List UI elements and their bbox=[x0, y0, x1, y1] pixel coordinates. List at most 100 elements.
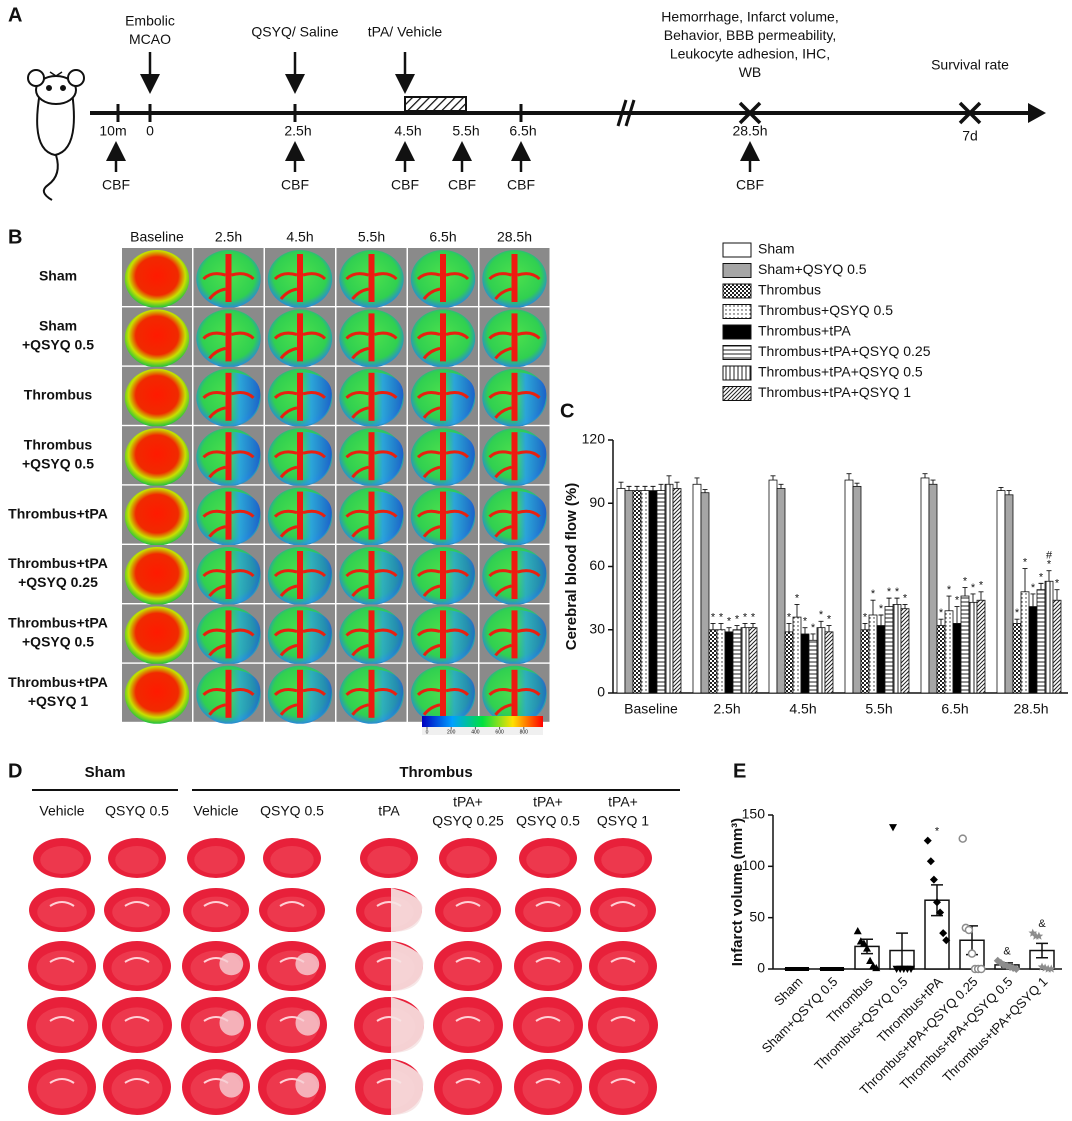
slice-shade bbox=[35, 1007, 89, 1047]
perfusion-image bbox=[193, 545, 264, 605]
error-bar bbox=[1006, 490, 1012, 495]
data-point bbox=[863, 944, 871, 952]
error-bar bbox=[962, 587, 968, 597]
brain-slice bbox=[28, 1059, 96, 1115]
event-label: MCAO bbox=[129, 31, 171, 47]
y-tick-label: 150 bbox=[742, 806, 766, 822]
vessel bbox=[273, 390, 327, 419]
slice-shade bbox=[443, 896, 493, 928]
significance-marker: * bbox=[887, 586, 892, 598]
vessel bbox=[273, 628, 327, 657]
point-group bbox=[820, 967, 844, 971]
ventricle bbox=[455, 1016, 481, 1022]
bar bbox=[776, 488, 786, 694]
bar bbox=[928, 483, 938, 694]
error-bar bbox=[666, 475, 672, 485]
infarct bbox=[219, 952, 244, 976]
bar bbox=[692, 483, 702, 694]
significance-marker: * bbox=[963, 575, 968, 587]
y-axis-label: Infarct volume (mm³) bbox=[729, 818, 746, 966]
ventricle bbox=[455, 957, 481, 963]
significance-marker: * bbox=[1047, 559, 1052, 571]
midline-vessel bbox=[511, 254, 518, 302]
column-label: QSYQ 1 bbox=[597, 813, 649, 829]
error-bar bbox=[930, 479, 936, 485]
colorbar bbox=[422, 716, 543, 727]
error-bar bbox=[786, 622, 792, 632]
bar bbox=[920, 477, 930, 694]
midline-vessel bbox=[225, 491, 232, 540]
infarct bbox=[219, 1072, 244, 1098]
significance-marker: * bbox=[903, 592, 908, 604]
significance-marker: * bbox=[863, 611, 868, 623]
low-flow-region bbox=[443, 371, 475, 426]
brain-slice bbox=[108, 838, 166, 878]
event-label: QSYQ/ Saline bbox=[251, 24, 338, 40]
low-flow-region bbox=[443, 549, 475, 604]
row-label: Sham bbox=[39, 318, 77, 334]
error-bar bbox=[894, 597, 900, 605]
brain-slice bbox=[263, 838, 321, 878]
low-flow-region bbox=[443, 490, 475, 545]
data-point bbox=[926, 857, 935, 866]
column-label: Vehicle bbox=[39, 803, 84, 819]
data-point bbox=[967, 949, 977, 958]
vessel bbox=[488, 687, 541, 716]
row-label: Thrombus+tPA bbox=[8, 674, 108, 690]
slice-shade bbox=[37, 896, 87, 928]
vessel bbox=[416, 331, 470, 360]
brain bbox=[124, 487, 190, 546]
bar bbox=[892, 604, 902, 694]
column-label: tPA bbox=[378, 803, 400, 819]
slice-shade bbox=[36, 950, 88, 986]
low-flow-region bbox=[371, 668, 404, 723]
vessel bbox=[345, 331, 398, 360]
vessel bbox=[416, 450, 470, 479]
low-flow-region bbox=[443, 609, 475, 664]
infarct bbox=[391, 941, 424, 991]
data-point bbox=[964, 925, 974, 935]
row-label: +QSYQ 0.5 bbox=[22, 634, 94, 650]
significance-marker: * bbox=[1015, 607, 1020, 619]
slice-shade bbox=[112, 896, 162, 928]
error-bar bbox=[878, 614, 884, 626]
slice-shade bbox=[194, 846, 238, 874]
ventricle bbox=[535, 957, 561, 963]
error-bar bbox=[922, 473, 928, 478]
legend-swatch bbox=[722, 283, 752, 299]
error-bar bbox=[978, 591, 984, 601]
bar bbox=[936, 625, 946, 694]
error-bar bbox=[642, 485, 648, 491]
row-label: Sham bbox=[39, 268, 77, 284]
bar bbox=[624, 490, 634, 694]
vessel bbox=[345, 687, 398, 716]
vessel bbox=[345, 509, 398, 538]
brain-slice bbox=[183, 888, 249, 932]
significance-marker: * bbox=[751, 611, 756, 623]
error-bar bbox=[846, 473, 852, 481]
infarct bbox=[295, 1072, 320, 1098]
perfusion-image bbox=[408, 366, 478, 427]
legend-label: Thrombus+tPA+QSYQ 1 bbox=[758, 384, 911, 400]
legend-label: Thrombus+tPA+QSYQ 0.5 bbox=[758, 364, 923, 380]
low-flow-region bbox=[228, 668, 261, 723]
brain-slice bbox=[258, 1059, 326, 1115]
slice-shade bbox=[441, 1007, 495, 1047]
event-label: Embolic bbox=[125, 13, 175, 29]
significance-marker: * bbox=[979, 580, 984, 592]
low-flow-region bbox=[371, 431, 404, 486]
bar bbox=[716, 629, 726, 694]
bar bbox=[884, 606, 894, 694]
time-label: 10m bbox=[99, 123, 126, 139]
error-bar bbox=[854, 482, 860, 487]
brain bbox=[124, 665, 190, 724]
vessel bbox=[202, 628, 255, 657]
infarct bbox=[391, 997, 425, 1053]
legend-label: Thrombus+tPA bbox=[758, 323, 851, 339]
midline-vessel bbox=[225, 254, 232, 302]
measure-label: CBF bbox=[391, 177, 419, 193]
bar bbox=[632, 490, 642, 694]
perfusion-image bbox=[193, 307, 264, 368]
perfusion-image bbox=[193, 426, 264, 487]
midline-vessel bbox=[440, 432, 446, 481]
